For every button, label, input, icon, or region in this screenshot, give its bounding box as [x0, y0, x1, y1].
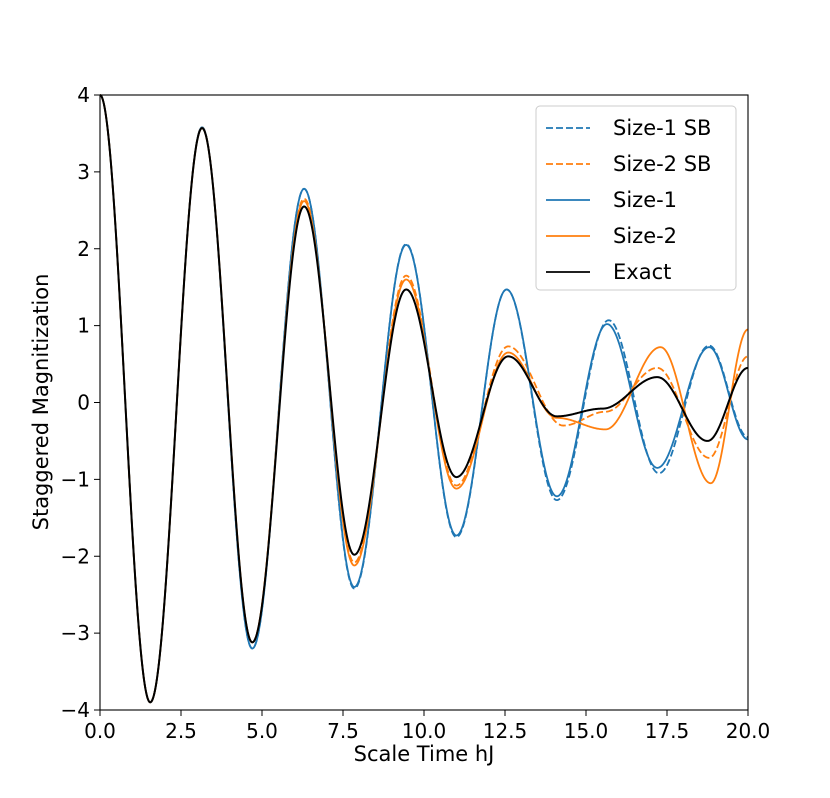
x-tick-label: 0.0 [84, 719, 116, 743]
y-tick-label: −4 [61, 698, 90, 722]
legend-label-size-2: Size-2 [613, 224, 677, 248]
x-tick-label: 5.0 [246, 719, 278, 743]
x-tick-label: 20.0 [726, 719, 771, 743]
y-tick-label: 3 [77, 160, 90, 184]
legend-label-exact: Exact [613, 260, 671, 284]
legend: Size-1 SB Size-2 SB Size-1 Size-2 Exact [535, 105, 737, 291]
y-tick-label: 4 [77, 83, 90, 107]
y-tick-label: −2 [61, 544, 90, 568]
x-tick-label: 2.5 [165, 719, 197, 743]
y-tick-label: 2 [77, 237, 90, 261]
x-tick-label: 10.0 [402, 719, 447, 743]
x-tick-label: 7.5 [327, 719, 359, 743]
y-tick-label: 1 [77, 314, 90, 338]
legend-label-size-1-sb: Size-1 SB [613, 116, 711, 140]
x-tick-label: 15.0 [564, 719, 609, 743]
x-tick-label: 12.5 [483, 719, 528, 743]
x-axis-label: Scale Time hJ [354, 742, 495, 766]
x-axis: 0.0 2.5 5.0 7.5 10.0 12.5 15.0 17.5 20.0 [84, 710, 770, 743]
series-line-exact [99, 94, 749, 704]
legend-label-size-1: Size-1 [613, 188, 677, 212]
legend-frame [535, 105, 737, 291]
y-axis: −4 −3 −2 −1 0 1 2 3 4 [61, 83, 100, 722]
y-tick-label: −1 [61, 467, 90, 491]
y-tick-label: −3 [61, 621, 90, 645]
y-axis-label: Staggered Magnitization [29, 274, 53, 531]
legend-label-size-2-sb: Size-2 SB [613, 152, 711, 176]
y-tick-label: 0 [77, 391, 90, 415]
plot-lines [99, 94, 749, 704]
x-tick-label: 17.5 [645, 719, 690, 743]
